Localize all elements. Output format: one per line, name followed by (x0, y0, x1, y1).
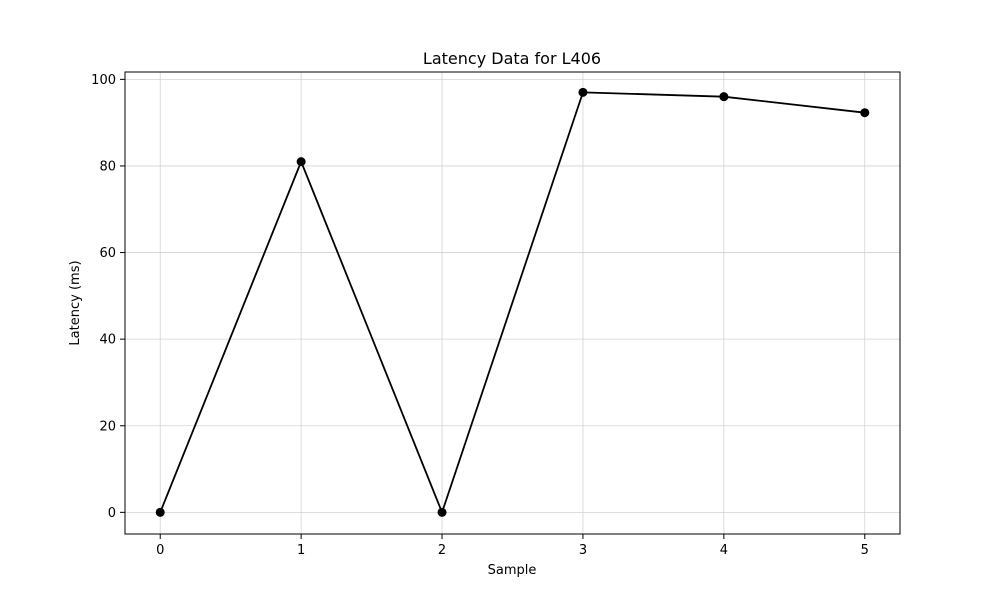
y-tick-label: 80 (99, 159, 116, 174)
data-point (296, 157, 306, 167)
y-tick-label: 60 (99, 246, 116, 261)
series-layer (155, 87, 870, 517)
plot-frame (124, 71, 901, 535)
x-tick-label: 2 (438, 543, 446, 558)
x-axis-label: Sample (488, 563, 537, 578)
x-tick-label: 3 (579, 543, 587, 558)
data-point (719, 92, 729, 102)
data-point (860, 108, 870, 118)
y-tick-marks (120, 78, 125, 513)
data-point (155, 507, 165, 517)
y-tick-label: 40 (99, 333, 116, 348)
data-point (437, 507, 447, 517)
series-line (159, 91, 865, 514)
chart-title: Latency Data for L406 (423, 49, 601, 68)
y-tick-label: 0 (108, 506, 116, 521)
y-tick-label: 20 (99, 419, 116, 434)
y-axis-label: Latency (ms) (68, 260, 83, 345)
x-tick-label: 5 (861, 543, 869, 558)
y-tick-label: 100 (91, 73, 116, 88)
x-tick-labels: 0 1 2 3 4 5 (156, 543, 869, 558)
grid (125, 72, 900, 534)
x-tick-label: 1 (297, 543, 305, 558)
x-tick-marks (159, 534, 866, 539)
x-tick-label: 0 (156, 543, 164, 558)
x-tick-label: 4 (720, 543, 728, 558)
y-tick-labels: 0 20 40 60 80 100 (91, 73, 116, 521)
data-point (578, 87, 588, 97)
